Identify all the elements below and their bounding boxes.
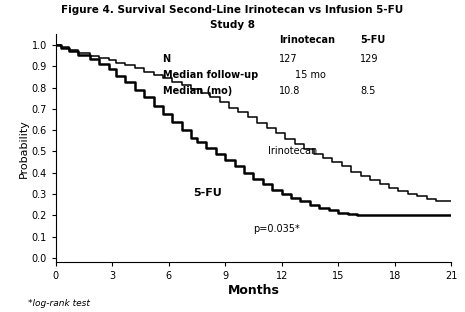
Text: p=0.035*: p=0.035* [253,224,300,234]
Y-axis label: Probability: Probability [19,119,29,178]
Text: 127: 127 [279,54,298,64]
Text: Median follow-up: Median follow-up [163,70,258,80]
Text: Figure 4. Survival Second-Line Irinotecan vs Infusion 5-FU: Figure 4. Survival Second-Line Irinoteca… [61,5,404,15]
Text: Irinotecan: Irinotecan [268,146,318,156]
Text: 5-FU: 5-FU [360,36,385,46]
Text: 5-FU: 5-FU [193,188,222,198]
Text: 10.8: 10.8 [279,85,300,95]
Text: 8.5: 8.5 [360,85,376,95]
X-axis label: Months: Months [227,284,279,297]
Text: 15 mo: 15 mo [295,70,326,80]
Text: 129: 129 [360,54,379,64]
Text: N: N [163,54,171,64]
Text: Study 8: Study 8 [210,20,255,30]
Text: Irinotecan: Irinotecan [279,36,335,46]
Text: Median (mo): Median (mo) [163,85,232,95]
Text: *log-rank test: *log-rank test [28,299,90,308]
